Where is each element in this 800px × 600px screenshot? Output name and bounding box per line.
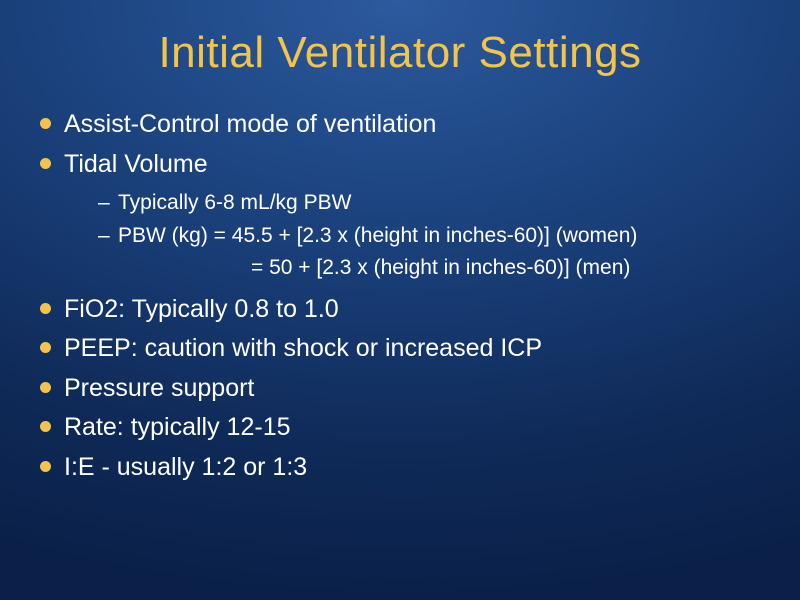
sub-list: Typically 6-8 mL/kg PBW PBW (kg) = 45.5 …: [64, 187, 764, 285]
bullet-list: Assist-Control mode of ventilation Tidal…: [36, 106, 764, 486]
bullet-text: Rate: typically 12-15: [64, 413, 291, 441]
slide-title: Initial Ventilator Settings: [36, 28, 764, 78]
bullet-text: Assist-Control mode of ventilation: [64, 110, 436, 138]
sub-list-item: Typically 6-8 mL/kg PBW: [98, 187, 764, 220]
bullet-text: Tidal Volume: [64, 150, 208, 178]
bullet-text: PEEP: caution with shock or increased IC…: [64, 334, 542, 362]
sub-bullet-text: PBW (kg) = 45.5 + [2.3 x (height in inch…: [118, 224, 637, 247]
sub-bullet-continuation: = 50 + [2.3 x (height in inches-60)] (me…: [118, 252, 764, 285]
list-item: Pressure support: [36, 370, 764, 408]
bullet-text: FiO2: Typically 0.8 to 1.0: [64, 295, 339, 323]
list-item: PEEP: caution with shock or increased IC…: [36, 330, 764, 368]
list-item: Rate: typically 12-15: [36, 409, 764, 447]
bullet-text: Pressure support: [64, 374, 254, 402]
bullet-text: I:E - usually 1:2 or 1:3: [64, 453, 307, 481]
list-item: Tidal Volume Typically 6-8 mL/kg PBW PBW…: [36, 146, 764, 285]
list-item: Assist-Control mode of ventilation: [36, 106, 764, 144]
sub-list-item: PBW (kg) = 45.5 + [2.3 x (height in inch…: [98, 220, 764, 285]
list-item: FiO2: Typically 0.8 to 1.0: [36, 291, 764, 329]
list-item: I:E - usually 1:2 or 1:3: [36, 449, 764, 487]
slide: Initial Ventilator Settings Assist-Contr…: [0, 0, 800, 600]
